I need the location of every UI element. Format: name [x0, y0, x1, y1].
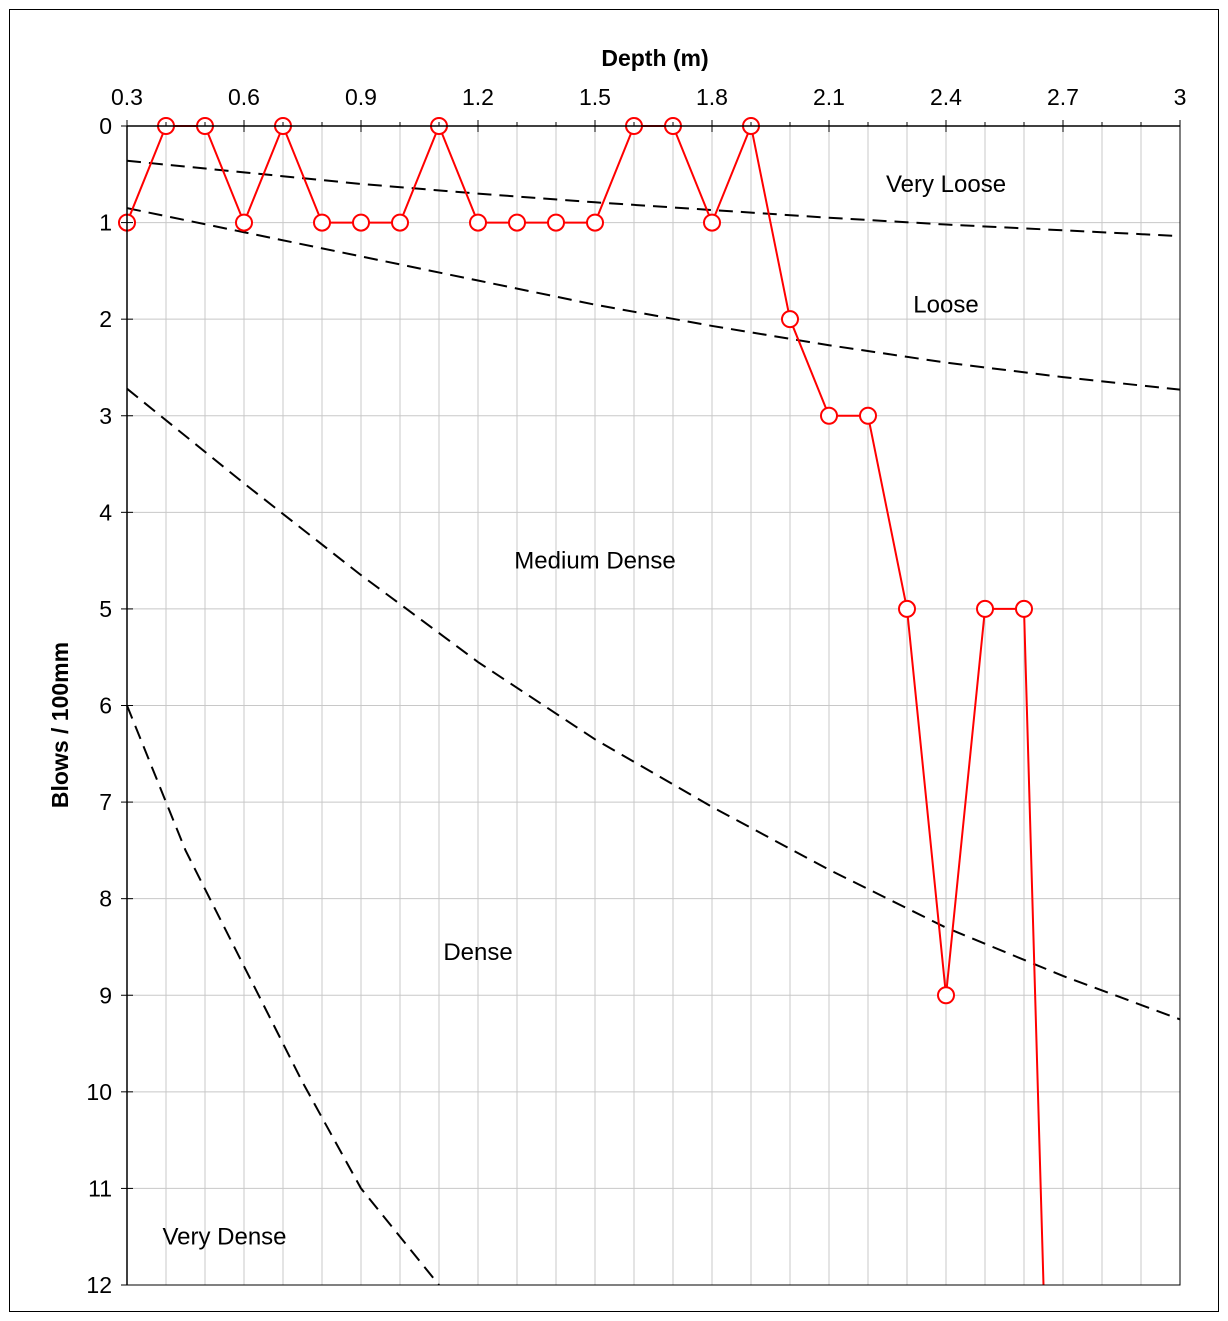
- y-tick-label: 7: [99, 789, 112, 815]
- y-tick-label: 10: [86, 1079, 112, 1105]
- x-tick-label: 0.3: [111, 84, 143, 110]
- data-point: [937, 986, 955, 1005]
- zone-label: Very Dense: [162, 1224, 286, 1251]
- y-tick-label: 11: [88, 1175, 112, 1201]
- y-tick-label: 6: [99, 693, 112, 719]
- axes: 0.3 0.6 0.9 1.2 1.5 1.8 2.1 2.4 2.7 3012345678910…: [86, 84, 1186, 1298]
- chart-frame: [9, 9, 1219, 1312]
- x-tick-label: 2.7: [1047, 84, 1079, 110]
- data-point: [1015, 599, 1033, 618]
- zone-label: Medium Dense: [514, 548, 675, 575]
- data-point: [508, 213, 526, 232]
- zone-label: Dense: [443, 939, 512, 966]
- data-point: [820, 406, 838, 425]
- boundary-line-3: [126, 387, 1181, 1021]
- data-point: [391, 213, 409, 232]
- data-point: [898, 599, 916, 618]
- zone-label: Loose: [913, 292, 978, 319]
- y-tick-label: 4: [99, 499, 112, 525]
- x-tick-label: 0.6: [228, 84, 260, 110]
- density-boundary-lines: [126, 159, 1181, 1286]
- y-tick-label: 8: [99, 886, 112, 912]
- data-series: [118, 117, 1045, 1286]
- grid-lines: [126, 125, 1181, 1286]
- boundary-line-4: [126, 705, 440, 1286]
- y-tick-label: 1: [99, 210, 112, 236]
- boundary-line-2: [126, 207, 1181, 391]
- density-zone-labels: Very Loose Loose Medium Dense Dense Very Den…: [162, 171, 1006, 1251]
- x-tick-label: 2.1: [813, 84, 845, 110]
- y-tick-label: 5: [99, 596, 112, 622]
- data-point: [352, 213, 370, 232]
- data-point: [235, 213, 253, 232]
- data-point: [781, 310, 799, 329]
- x-tick-label: 1.5: [579, 84, 611, 110]
- x-tick-label: 1.8: [696, 84, 728, 110]
- data-point: [469, 213, 487, 232]
- y-axis-title: Blows / 100mm: [47, 642, 73, 808]
- x-tick-label: 0.9: [345, 84, 377, 110]
- y-tick-label: 0: [99, 113, 112, 139]
- x-axis-title: Depth (m): [601, 45, 708, 71]
- x-tick-label: 1.2: [462, 84, 494, 110]
- y-tick-label: 2: [99, 306, 112, 332]
- data-point: [976, 599, 994, 618]
- y-tick-label: 9: [99, 982, 112, 1008]
- data-point: [586, 213, 604, 232]
- data-point: [859, 406, 877, 425]
- data-point: [703, 213, 721, 232]
- y-tick-label: 12: [86, 1272, 112, 1298]
- data-point: [313, 213, 331, 232]
- y-tick-label: 3: [99, 403, 112, 429]
- x-tick-label: 3: [1174, 84, 1187, 110]
- zone-label: Very Loose: [886, 171, 1006, 198]
- boundary-line-1: [126, 159, 1181, 238]
- x-tick-label: 2.4: [930, 84, 962, 110]
- data-point: [547, 213, 565, 232]
